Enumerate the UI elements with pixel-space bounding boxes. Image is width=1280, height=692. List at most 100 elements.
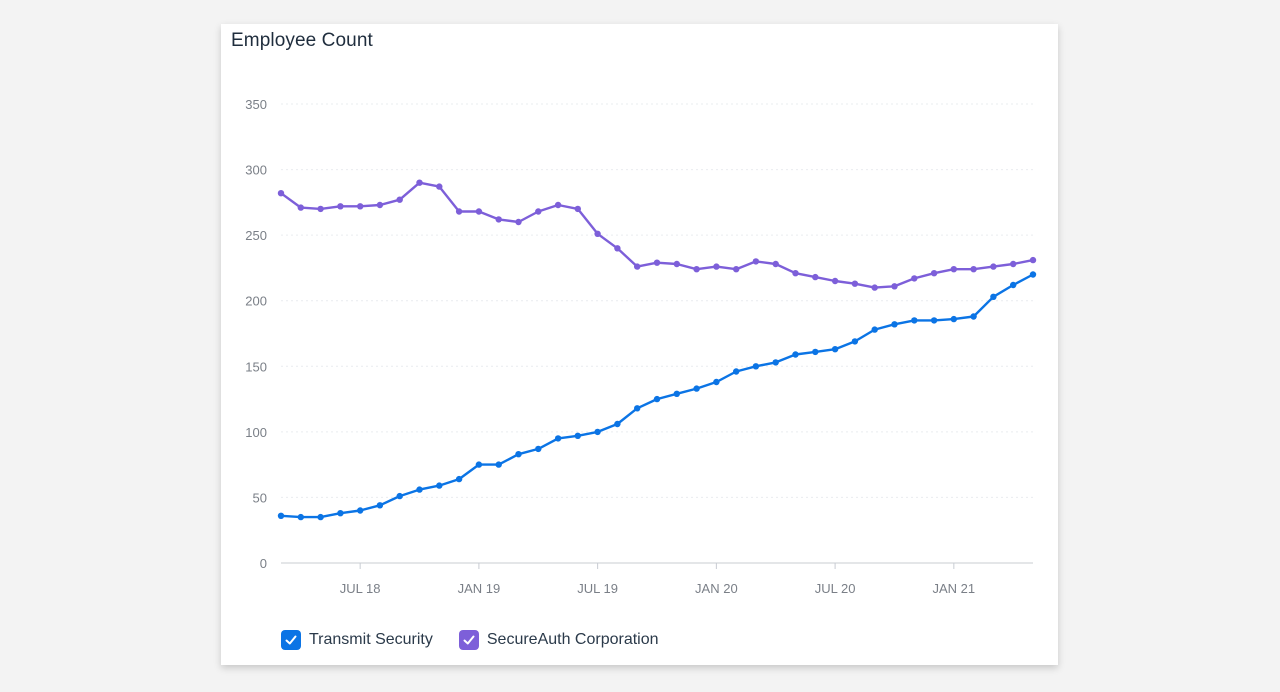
data-point-transmit-security-2019-03 bbox=[515, 451, 522, 458]
data-point-transmit-security-2019-10 bbox=[653, 395, 661, 403]
data-point-transmit-security-2020-08 bbox=[851, 338, 859, 345]
data-point-transmit-security-2021-01 bbox=[950, 315, 957, 323]
data-point-secureauth-corporation-2018-03 bbox=[277, 190, 285, 197]
data-point-transmit-security-2019-04 bbox=[535, 445, 542, 453]
y-tick-label-250: 250 bbox=[245, 228, 267, 243]
data-point-transmit-security-2019-06 bbox=[574, 432, 581, 439]
data-point-secureauth-corporation-2019-11 bbox=[673, 260, 680, 268]
data-point-transmit-security-2020-04 bbox=[772, 359, 779, 366]
legend-checkbox-secureauth-corporation[interactable] bbox=[458, 630, 479, 650]
data-point-secureauth-corporation-2019-12 bbox=[693, 266, 700, 273]
data-point-secureauth-corporation-2019-07 bbox=[594, 230, 601, 237]
data-point-transmit-security-2018-07 bbox=[357, 507, 364, 514]
x-tick-label-jul-20: JUL 20 bbox=[815, 581, 856, 596]
data-point-transmit-security-2019-05 bbox=[554, 435, 562, 442]
data-point-secureauth-corporation-2020-08 bbox=[851, 280, 859, 287]
data-point-secureauth-corporation-2020-02 bbox=[733, 266, 740, 273]
x-tick-label-jan-19: JAN 19 bbox=[458, 581, 501, 596]
data-point-transmit-security-2020-11 bbox=[911, 317, 918, 324]
y-tick-label-150: 150 bbox=[245, 359, 267, 374]
data-point-transmit-security-2020-07 bbox=[831, 346, 839, 353]
data-point-transmit-security-2018-03 bbox=[277, 512, 285, 519]
data-point-transmit-security-2018-11 bbox=[436, 482, 443, 489]
chart-legend: Transmit Security SecureAuth Corporation bbox=[281, 630, 659, 650]
data-point-transmit-security-2018-09 bbox=[396, 492, 403, 500]
data-point-secureauth-corporation-2018-09 bbox=[396, 196, 403, 203]
data-point-secureauth-corporation-2021-04 bbox=[1010, 260, 1017, 268]
data-point-secureauth-corporation-2021-05 bbox=[1029, 256, 1037, 264]
data-point-transmit-security-2020-12 bbox=[930, 317, 938, 324]
y-tick-label-350: 350 bbox=[245, 97, 267, 112]
data-point-transmit-security-2018-05 bbox=[317, 513, 324, 521]
data-point-secureauth-corporation-2018-08 bbox=[376, 201, 384, 209]
data-point-secureauth-corporation-2020-07 bbox=[831, 277, 839, 285]
x-tick-label-jul-19: JUL 19 bbox=[577, 581, 618, 596]
data-point-transmit-security-2018-10 bbox=[416, 486, 423, 493]
data-point-transmit-security-2019-07 bbox=[594, 428, 601, 436]
data-point-transmit-security-2020-10 bbox=[891, 321, 898, 328]
data-point-transmit-security-2020-02 bbox=[733, 368, 740, 375]
data-point-secureauth-corporation-2019-02 bbox=[495, 216, 502, 223]
legend-checkbox-transmit-security[interactable] bbox=[281, 630, 301, 650]
series-line-transmit-security bbox=[279, 273, 1035, 519]
data-point-secureauth-corporation-2020-10 bbox=[891, 283, 898, 290]
employee-count-chart: 0 50 100 150 200 250 300 350 JUL 18 JAN 19 JUL 19 J… bbox=[245, 97, 1037, 596]
data-point-transmit-security-2019-01 bbox=[475, 461, 483, 468]
data-point-transmit-security-2018-06 bbox=[337, 510, 344, 517]
data-point-secureauth-corporation-2018-04 bbox=[297, 204, 304, 211]
data-point-secureauth-corporation-2020-12 bbox=[930, 270, 938, 277]
y-tick-label-50: 50 bbox=[253, 490, 267, 505]
data-point-secureauth-corporation-2018-11 bbox=[436, 183, 443, 190]
data-point-secureauth-corporation-2019-09 bbox=[634, 263, 641, 270]
data-point-secureauth-corporation-2021-02 bbox=[970, 266, 977, 273]
legend-item-secureauth-corporation[interactable]: SecureAuth Corporation bbox=[458, 630, 659, 650]
data-point-secureauth-corporation-2018-12 bbox=[455, 208, 463, 215]
data-point-secureauth-corporation-2019-06 bbox=[574, 205, 581, 213]
x-tick-label-jul-18: JUL 18 bbox=[340, 581, 381, 596]
data-point-transmit-security-2020-05 bbox=[792, 351, 799, 358]
legend-label-transmit-security: Transmit Security bbox=[309, 631, 433, 648]
data-point-transmit-security-2021-04 bbox=[1010, 281, 1017, 289]
data-point-secureauth-corporation-2019-04 bbox=[535, 208, 542, 215]
data-point-secureauth-corporation-2019-08 bbox=[614, 245, 621, 252]
data-point-secureauth-corporation-2020-03 bbox=[752, 258, 760, 265]
data-point-secureauth-corporation-2019-05 bbox=[554, 201, 562, 209]
data-point-transmit-security-2021-05 bbox=[1029, 271, 1037, 278]
data-point-transmit-security-2019-11 bbox=[673, 390, 680, 397]
check-icon bbox=[285, 635, 297, 645]
legend-label-secureauth-corporation: SecureAuth Corporation bbox=[486, 631, 659, 648]
data-point-secureauth-corporation-2018-06 bbox=[337, 203, 344, 210]
y-tick-label-200: 200 bbox=[245, 294, 267, 309]
data-point-secureauth-corporation-2020-04 bbox=[772, 260, 779, 268]
data-point-secureauth-corporation-2020-05 bbox=[792, 270, 799, 277]
data-point-secureauth-corporation-2018-07 bbox=[357, 203, 364, 210]
check-icon bbox=[463, 635, 475, 645]
data-point-transmit-security-2020-06 bbox=[812, 348, 819, 356]
data-point-transmit-security-2019-12 bbox=[693, 385, 700, 392]
data-point-transmit-security-2019-08 bbox=[614, 420, 621, 428]
data-point-transmit-security-2018-04 bbox=[297, 513, 304, 521]
y-tick-label-0: 0 bbox=[260, 556, 267, 571]
data-point-transmit-security-2021-03 bbox=[990, 293, 997, 300]
x-tick-label-jan-20: JAN 20 bbox=[695, 581, 738, 596]
data-point-transmit-security-2018-08 bbox=[376, 502, 384, 509]
data-point-transmit-security-2020-09 bbox=[871, 326, 878, 333]
y-tick-label-100: 100 bbox=[245, 425, 267, 440]
data-point-secureauth-corporation-2020-09 bbox=[871, 284, 878, 291]
data-point-secureauth-corporation-2018-10 bbox=[416, 179, 423, 186]
data-point-secureauth-corporation-2021-03 bbox=[990, 263, 997, 270]
legend-item-transmit-security[interactable]: Transmit Security bbox=[281, 630, 433, 650]
x-tick-label-jan-21: JAN 21 bbox=[933, 581, 976, 596]
data-point-transmit-security-2019-09 bbox=[634, 405, 641, 412]
data-point-transmit-security-2021-02 bbox=[970, 313, 977, 320]
data-point-secureauth-corporation-2020-06 bbox=[812, 273, 819, 281]
data-point-secureauth-corporation-2019-10 bbox=[653, 259, 661, 266]
y-tick-label-300: 300 bbox=[245, 163, 267, 178]
data-point-secureauth-corporation-2021-01 bbox=[950, 266, 957, 273]
data-point-transmit-security-2018-12 bbox=[455, 475, 463, 483]
data-point-secureauth-corporation-2019-01 bbox=[475, 208, 483, 215]
data-point-secureauth-corporation-2018-05 bbox=[317, 205, 324, 213]
data-point-transmit-security-2020-03 bbox=[752, 363, 760, 370]
data-point-secureauth-corporation-2020-01 bbox=[713, 263, 720, 270]
data-point-transmit-security-2020-01 bbox=[713, 378, 720, 386]
